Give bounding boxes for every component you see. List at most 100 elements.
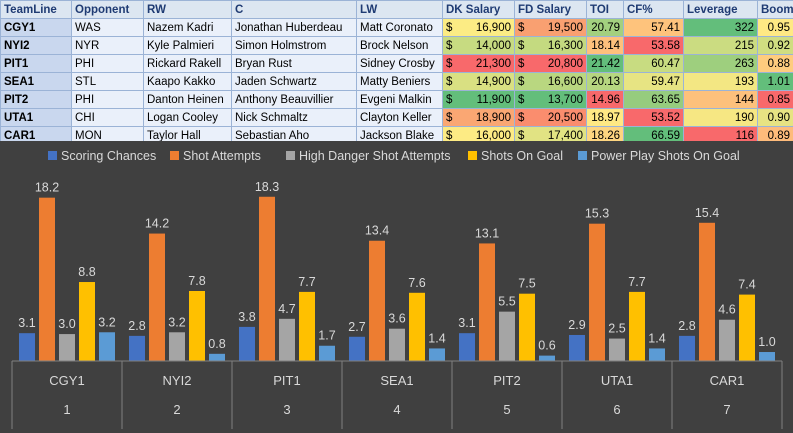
cell-dk[interactable]: $11,900 xyxy=(442,90,515,109)
bar[interactable] xyxy=(99,332,115,361)
cell-fd[interactable]: $16,600 xyxy=(514,72,587,91)
cell-cf[interactable]: 57.41 xyxy=(623,18,684,37)
cell-rw[interactable]: Danton Heinen xyxy=(143,90,232,109)
cell-leverage[interactable]: 190 xyxy=(683,108,758,127)
cell-boom[interactable]: 0.85 xyxy=(757,90,793,109)
cell-fd[interactable]: $16,300 xyxy=(514,36,587,55)
bar[interactable] xyxy=(429,348,445,361)
legend-item[interactable]: Shot Attempts xyxy=(170,149,261,163)
cell-lw[interactable]: Matty Beniers xyxy=(356,72,443,91)
cell-leverage[interactable]: 322 xyxy=(683,18,758,37)
header-toi[interactable]: TOI xyxy=(586,0,624,19)
cell-opponent[interactable]: NYR xyxy=(71,36,144,55)
bar[interactable] xyxy=(39,197,55,361)
cell-leverage[interactable]: 193 xyxy=(683,72,758,91)
bar[interactable] xyxy=(479,243,495,361)
bar[interactable] xyxy=(739,294,755,361)
cell-lw[interactable]: Matt Coronato xyxy=(356,18,443,37)
cell-teamline[interactable]: NYI2 xyxy=(0,36,72,55)
cell-cf[interactable]: 66.59 xyxy=(623,126,684,145)
cell-teamline[interactable]: UTA1 xyxy=(0,108,72,127)
cell-cf[interactable]: 60.47 xyxy=(623,54,684,73)
cell-lw[interactable]: Sidney Crosby xyxy=(356,54,443,73)
bar[interactable] xyxy=(679,335,695,361)
legend-item[interactable]: Shots On Goal xyxy=(468,149,563,163)
bar[interactable] xyxy=(169,332,185,361)
cell-toi[interactable]: 21.42 xyxy=(586,54,624,73)
cell-c[interactable]: Anthony Beauvillier xyxy=(231,90,357,109)
bar[interactable] xyxy=(539,355,555,361)
cell-opponent[interactable]: STL xyxy=(71,72,144,91)
header-leverage[interactable]: Leverage xyxy=(683,0,758,19)
cell-cf[interactable]: 63.65 xyxy=(623,90,684,109)
bar[interactable] xyxy=(189,291,205,361)
bar[interactable] xyxy=(459,333,475,361)
cell-opponent[interactable]: PHI xyxy=(71,54,144,73)
bar[interactable] xyxy=(409,292,425,361)
cell-dk[interactable]: $18,900 xyxy=(442,108,515,127)
header-fd-salary[interactable]: FD Salary xyxy=(514,0,587,19)
header-dk-salary[interactable]: DK Salary xyxy=(442,0,515,19)
bar[interactable] xyxy=(499,311,515,361)
cell-leverage[interactable]: 215 xyxy=(683,36,758,55)
cell-dk[interactable]: $14,000 xyxy=(442,36,515,55)
cell-boom[interactable]: 0.90 xyxy=(757,108,793,127)
bar[interactable] xyxy=(759,352,775,361)
bar[interactable] xyxy=(589,223,605,361)
cell-lw[interactable]: Evgeni Malkin xyxy=(356,90,443,109)
bar[interactable] xyxy=(609,338,625,361)
cell-toi[interactable]: 18.14 xyxy=(586,36,624,55)
bar[interactable] xyxy=(519,293,535,361)
bar[interactable] xyxy=(279,318,295,361)
cell-dk[interactable]: $16,900 xyxy=(442,18,515,37)
cell-toi[interactable]: 18.26 xyxy=(586,126,624,145)
cell-c[interactable]: Jonathan Huberdeau xyxy=(231,18,357,37)
bar[interactable] xyxy=(629,291,645,361)
cell-c[interactable]: Jaden Schwartz xyxy=(231,72,357,91)
cell-fd[interactable]: $19,500 xyxy=(514,18,587,37)
bar[interactable] xyxy=(149,233,165,361)
header-teamline[interactable]: TeamLine xyxy=(0,0,72,19)
bar[interactable] xyxy=(239,326,255,361)
cell-boom[interactable]: 0.89 xyxy=(757,126,793,145)
cell-dk[interactable]: $16,000 xyxy=(442,126,515,145)
cell-rw[interactable]: Kaapo Kakko xyxy=(143,72,232,91)
cell-opponent[interactable]: WAS xyxy=(71,18,144,37)
cell-toi[interactable]: 20.13 xyxy=(586,72,624,91)
cell-opponent[interactable]: PHI xyxy=(71,90,144,109)
cell-rw[interactable]: Taylor Hall xyxy=(143,126,232,145)
cell-dk[interactable]: $21,300 xyxy=(442,54,515,73)
cell-c[interactable]: Simon Holmstrom xyxy=(231,36,357,55)
cell-rw[interactable]: Rickard Rakell xyxy=(143,54,232,73)
bar[interactable] xyxy=(19,333,35,361)
header-opponent[interactable]: Opponent xyxy=(71,0,144,19)
header-cf-pct[interactable]: CF% xyxy=(623,0,684,19)
bar[interactable] xyxy=(569,334,585,361)
cell-lw[interactable]: Clayton Keller xyxy=(356,108,443,127)
header-c[interactable]: C xyxy=(231,0,357,19)
bar[interactable] xyxy=(699,222,715,361)
cell-boom[interactable]: 0.92 xyxy=(757,36,793,55)
cell-opponent[interactable]: CHI xyxy=(71,108,144,127)
cell-rw[interactable]: Nazem Kadri xyxy=(143,18,232,37)
cell-teamline[interactable]: CGY1 xyxy=(0,18,72,37)
cell-cf[interactable]: 53.58 xyxy=(623,36,684,55)
bar[interactable] xyxy=(209,353,225,361)
bar[interactable] xyxy=(649,348,665,361)
cell-boom[interactable]: 0.88 xyxy=(757,54,793,73)
bar[interactable] xyxy=(319,345,335,361)
cell-teamline[interactable]: PIT2 xyxy=(0,90,72,109)
cell-c[interactable]: Bryan Rust xyxy=(231,54,357,73)
cell-toi[interactable]: 18.97 xyxy=(586,108,624,127)
cell-cf[interactable]: 59.47 xyxy=(623,72,684,91)
bar[interactable] xyxy=(389,328,405,361)
bar[interactable] xyxy=(79,282,95,361)
cell-opponent[interactable]: MON xyxy=(71,126,144,145)
bar[interactable] xyxy=(299,291,315,361)
cell-dk[interactable]: $14,900 xyxy=(442,72,515,91)
legend-item[interactable]: Scoring Chances xyxy=(48,149,156,163)
cell-toi[interactable]: 14.96 xyxy=(586,90,624,109)
bar[interactable] xyxy=(369,240,385,361)
cell-cf[interactable]: 53.52 xyxy=(623,108,684,127)
bar[interactable] xyxy=(349,336,365,361)
